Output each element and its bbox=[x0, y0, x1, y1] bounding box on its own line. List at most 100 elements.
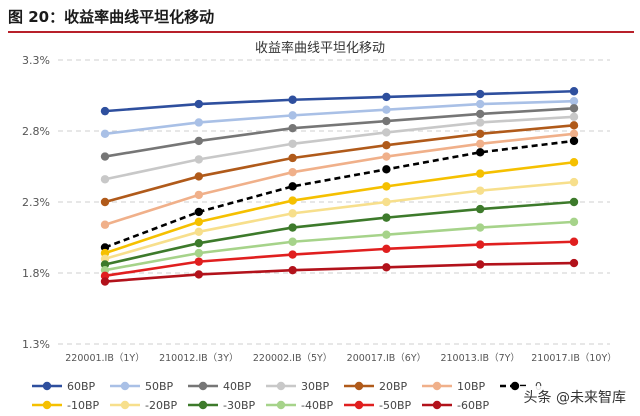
series-line bbox=[104, 132, 575, 226]
series-line bbox=[104, 160, 575, 255]
series-line bbox=[104, 220, 575, 272]
data-point bbox=[100, 220, 110, 229]
x-tick-label: 210012.IB（3Y） bbox=[159, 352, 238, 364]
data-point bbox=[100, 152, 110, 161]
data-point bbox=[476, 186, 485, 195]
data-point bbox=[288, 95, 297, 104]
series--50BP bbox=[100, 237, 579, 281]
legend-marker bbox=[120, 381, 130, 391]
data-point bbox=[288, 237, 297, 246]
legend-label: 40BP bbox=[223, 380, 252, 393]
data-point bbox=[288, 153, 297, 163]
data-point bbox=[569, 177, 579, 187]
data-point bbox=[476, 139, 485, 148]
y-axis: 1.3% 1.8% 2.3% 2.8% 3.3% bbox=[22, 54, 50, 351]
legend-label: 20BP bbox=[379, 380, 408, 393]
data-point bbox=[569, 121, 579, 130]
series-0 bbox=[100, 136, 579, 252]
legend-label: 10BP bbox=[457, 380, 486, 393]
data-point bbox=[194, 207, 203, 217]
chart-title: 收益率曲线平坦化移动 bbox=[255, 40, 385, 56]
legend-label: 30BP bbox=[301, 380, 330, 393]
data-point bbox=[569, 158, 579, 167]
data-point bbox=[100, 129, 110, 139]
data-point bbox=[569, 237, 579, 246]
legend-item: 40BP bbox=[188, 380, 252, 393]
legend-item: -30BP bbox=[188, 399, 256, 412]
data-point bbox=[100, 175, 110, 184]
figure-title: 图 20：收益率曲线平坦化移动 bbox=[8, 8, 215, 26]
data-point bbox=[382, 263, 391, 272]
title-rule bbox=[8, 31, 634, 33]
series-line bbox=[104, 99, 575, 136]
data-point bbox=[382, 105, 391, 114]
series-group bbox=[100, 87, 579, 286]
data-point bbox=[194, 270, 203, 279]
data-point bbox=[476, 118, 485, 127]
data-point bbox=[194, 217, 203, 227]
series-line bbox=[104, 240, 575, 278]
data-point bbox=[288, 139, 297, 148]
data-point bbox=[476, 260, 485, 269]
data-point bbox=[569, 112, 579, 122]
legend-marker bbox=[42, 400, 52, 410]
legend: 60BP50BP40BP30BP20BP10BP0-10BP-20BP-30BP… bbox=[32, 380, 542, 412]
series-line bbox=[104, 124, 575, 204]
series-50BP bbox=[100, 96, 579, 139]
legend-marker bbox=[42, 381, 52, 391]
data-point bbox=[569, 129, 579, 139]
data-point bbox=[476, 89, 485, 99]
legend-item: 30BP bbox=[266, 380, 330, 393]
data-point bbox=[288, 196, 297, 205]
data-point bbox=[288, 167, 297, 177]
data-point bbox=[194, 238, 203, 248]
data-point bbox=[476, 129, 485, 139]
legend-marker bbox=[198, 381, 208, 391]
x-tick-label: 210013.IB（7Y） bbox=[440, 352, 519, 364]
data-point bbox=[382, 92, 391, 102]
series-line bbox=[104, 180, 575, 261]
legend-marker bbox=[432, 381, 442, 391]
legend-marker bbox=[198, 400, 208, 410]
data-point bbox=[569, 197, 579, 207]
x-tick-label: 200017.IB（6Y） bbox=[347, 352, 426, 364]
legend-label: 50BP bbox=[145, 380, 174, 393]
legend-item: 20BP bbox=[344, 380, 408, 393]
data-point bbox=[382, 244, 391, 254]
series-line bbox=[104, 89, 575, 113]
data-point bbox=[288, 250, 297, 259]
series-10BP bbox=[100, 129, 579, 229]
legend-marker bbox=[354, 400, 364, 410]
data-point bbox=[100, 106, 110, 116]
data-point bbox=[569, 258, 579, 268]
series--30BP bbox=[100, 197, 579, 269]
data-point bbox=[100, 197, 110, 207]
series-20BP bbox=[100, 121, 579, 207]
legend-item: 50BP bbox=[110, 380, 174, 393]
x-axis: 220001.IB（1Y） 210012.IB（3Y） 220002.IB（5Y） 2… bbox=[65, 352, 616, 364]
data-point bbox=[194, 136, 203, 146]
y-tick-label: 2.8% bbox=[22, 125, 50, 138]
data-point bbox=[476, 240, 485, 249]
data-point bbox=[382, 128, 391, 137]
data-point bbox=[476, 99, 485, 109]
series-30BP bbox=[100, 112, 579, 184]
legend-label: -60BP bbox=[457, 399, 490, 412]
data-point bbox=[194, 257, 203, 266]
series-line bbox=[104, 115, 575, 181]
legend-label: -40BP bbox=[301, 399, 334, 412]
legend-marker bbox=[276, 400, 286, 410]
legend-marker bbox=[432, 400, 442, 410]
legend-item: -60BP bbox=[422, 399, 490, 412]
legend-marker bbox=[120, 400, 130, 410]
series-60BP bbox=[100, 87, 579, 116]
legend-item: -10BP bbox=[32, 399, 100, 412]
legend-label: 60BP bbox=[67, 380, 96, 393]
data-point bbox=[569, 87, 579, 96]
legend-label: -30BP bbox=[223, 399, 256, 412]
series-line bbox=[104, 200, 575, 266]
legend-label: -50BP bbox=[379, 399, 412, 412]
data-point bbox=[194, 118, 203, 127]
data-point bbox=[382, 152, 391, 161]
